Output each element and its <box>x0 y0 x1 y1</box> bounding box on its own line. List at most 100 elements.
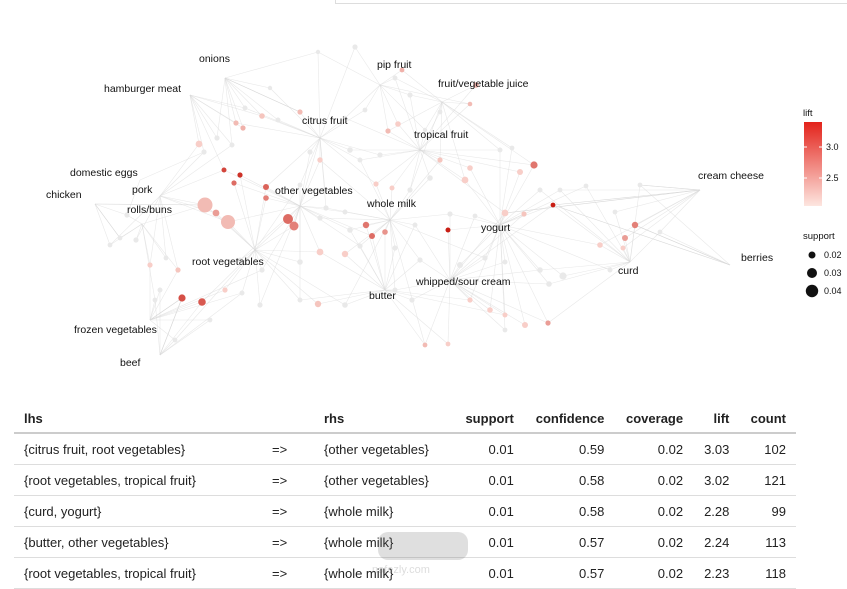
rule-node[interactable] <box>657 229 663 235</box>
rule-node[interactable] <box>357 243 363 249</box>
rule-node[interactable] <box>530 161 538 169</box>
rule-node[interactable] <box>362 107 368 113</box>
rule-node[interactable] <box>172 337 178 343</box>
rule-node[interactable] <box>412 222 418 228</box>
rule-node[interactable] <box>407 187 413 193</box>
rule-node[interactable] <box>307 149 313 155</box>
rule-node[interactable] <box>259 113 265 119</box>
rule-node[interactable] <box>263 184 269 190</box>
rule-node[interactable] <box>467 297 473 303</box>
rule-node[interactable] <box>212 209 220 217</box>
rule-node[interactable] <box>201 149 207 155</box>
rule-node[interactable] <box>502 327 508 333</box>
rule-node[interactable] <box>289 221 299 231</box>
col-header-confidence[interactable]: confidence <box>523 405 615 434</box>
rule-node[interactable] <box>422 127 428 133</box>
rule-node[interactable] <box>362 221 370 229</box>
rule-node[interactable] <box>612 209 618 215</box>
rule-node[interactable] <box>342 115 348 121</box>
rule-node[interactable] <box>382 229 388 235</box>
rule-node[interactable] <box>399 67 405 73</box>
rule-node[interactable] <box>242 105 248 111</box>
rule-node[interactable] <box>175 267 181 273</box>
rule-node[interactable] <box>237 172 243 178</box>
rule-node[interactable] <box>482 255 488 261</box>
rule-node[interactable] <box>257 302 263 308</box>
rule-node[interactable] <box>233 120 239 126</box>
rule-node[interactable] <box>221 167 227 173</box>
rule-node[interactable] <box>316 248 324 256</box>
rule-node[interactable] <box>207 317 213 323</box>
rule-node[interactable] <box>152 297 158 303</box>
rule-node[interactable] <box>557 187 563 193</box>
col-header-support[interactable]: support <box>454 405 524 434</box>
rule-node[interactable] <box>133 237 139 243</box>
rule-node[interactable] <box>537 267 543 273</box>
rule-node[interactable] <box>389 185 395 191</box>
rule-node[interactable] <box>385 128 391 134</box>
rule-node[interactable] <box>607 267 613 273</box>
rule-node[interactable] <box>231 180 237 186</box>
rule-node[interactable] <box>297 109 303 115</box>
rule-node[interactable] <box>317 215 323 221</box>
rule-node[interactable] <box>275 117 281 123</box>
rule-node[interactable] <box>221 215 235 229</box>
rule-node[interactable] <box>317 157 323 163</box>
col-header-count[interactable]: count <box>739 405 796 434</box>
rule-node[interactable] <box>517 169 523 175</box>
rule-node[interactable] <box>559 272 567 280</box>
rule-node[interactable] <box>637 182 643 188</box>
rule-node[interactable] <box>445 227 451 233</box>
rule-node[interactable] <box>239 290 245 296</box>
rule-node[interactable] <box>322 187 328 193</box>
rule-node[interactable] <box>222 287 228 293</box>
rule-node[interactable] <box>259 267 265 273</box>
rule-node[interactable] <box>369 233 375 239</box>
col-header-rhs[interactable]: rhs <box>314 405 454 434</box>
rule-node[interactable] <box>583 183 589 189</box>
rule-node[interactable] <box>229 142 235 148</box>
rule-node[interactable] <box>178 294 186 302</box>
rule-node[interactable] <box>352 44 358 50</box>
rule-node[interactable] <box>147 262 153 268</box>
rule-node[interactable] <box>392 245 398 251</box>
rule-node[interactable] <box>377 152 383 158</box>
rule-node[interactable] <box>297 297 303 303</box>
rule-node[interactable] <box>545 320 551 326</box>
rule-node[interactable] <box>473 82 479 88</box>
rule-node[interactable] <box>445 341 451 347</box>
rule-node[interactable] <box>342 302 348 308</box>
col-header-lift[interactable]: lift <box>693 405 740 434</box>
rule-node[interactable] <box>502 259 508 265</box>
rule-node[interactable] <box>537 187 543 193</box>
rule-node[interactable] <box>283 214 293 224</box>
rule-node[interactable] <box>521 211 527 217</box>
rule-node[interactable] <box>197 197 213 213</box>
tab-inactive[interactable] <box>478 0 847 4</box>
rule-node[interactable] <box>198 298 206 306</box>
rule-node[interactable] <box>457 262 463 268</box>
rule-node[interactable] <box>237 257 243 263</box>
rule-node[interactable] <box>437 157 443 163</box>
rule-node[interactable] <box>509 145 515 151</box>
rule-node[interactable] <box>347 147 353 153</box>
rule-node[interactable] <box>546 281 552 287</box>
rule-node[interactable] <box>422 342 428 348</box>
rule-node[interactable] <box>622 235 628 241</box>
rule-node[interactable] <box>501 209 509 217</box>
rule-node[interactable] <box>314 300 322 308</box>
rule-node[interactable] <box>347 227 353 233</box>
rule-node[interactable] <box>214 135 220 141</box>
rule-node[interactable] <box>395 121 401 127</box>
rule-node[interactable] <box>297 182 303 188</box>
rule-node[interactable] <box>297 259 303 265</box>
rule-node[interactable] <box>357 157 363 163</box>
rule-node[interactable] <box>620 245 626 251</box>
col-header-coverage[interactable]: coverage <box>614 405 694 434</box>
rule-node[interactable] <box>409 297 415 303</box>
rule-node[interactable] <box>392 75 398 81</box>
rule-node[interactable] <box>117 235 123 241</box>
rule-node[interactable] <box>341 250 349 258</box>
rule-node[interactable] <box>163 255 169 261</box>
rule-node[interactable] <box>597 242 603 248</box>
